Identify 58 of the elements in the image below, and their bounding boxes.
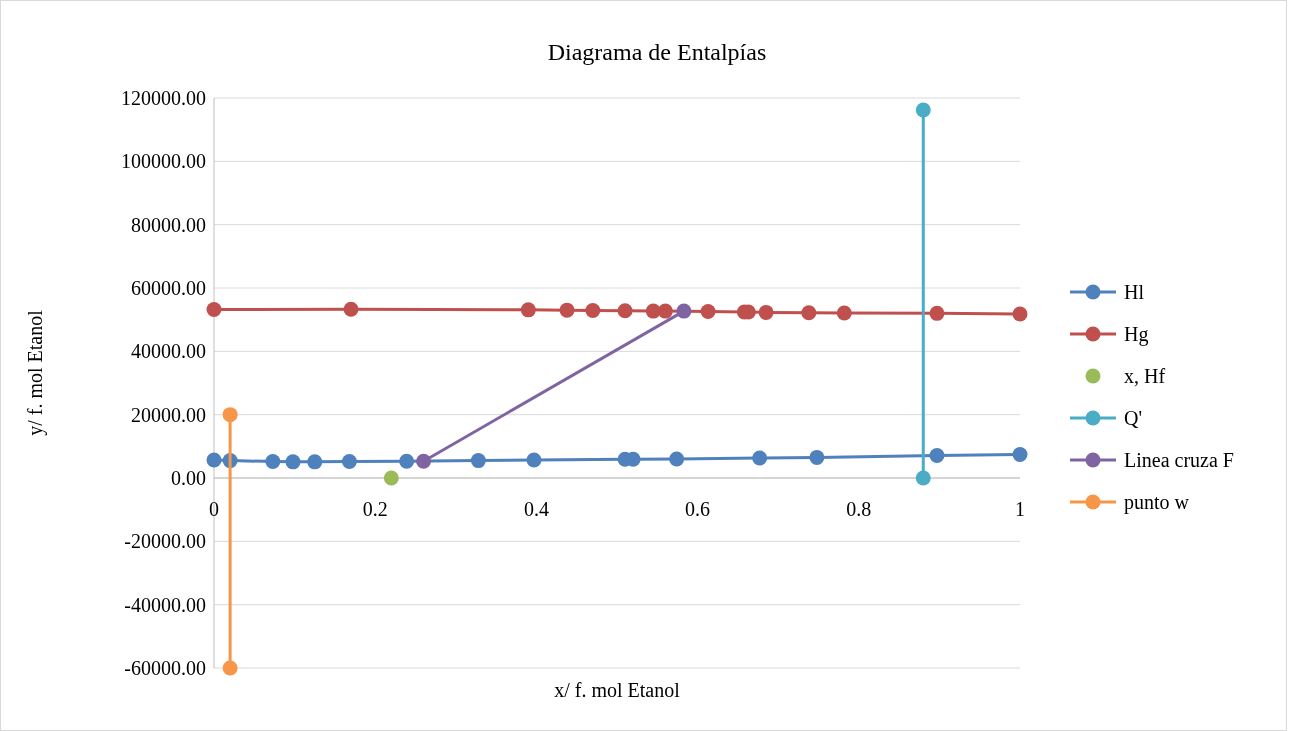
- chart-title: Diagrama de Entalpías: [547, 39, 767, 65]
- y-tick-label: 40000.00: [131, 340, 206, 363]
- legend-label: x, Hf: [1124, 365, 1166, 387]
- point: [222, 660, 238, 676]
- point: [265, 454, 281, 470]
- point: [836, 305, 852, 321]
- x-tick-label: 0.4: [523, 498, 549, 520]
- point: [758, 304, 774, 320]
- legend-label: punto w: [1124, 491, 1190, 514]
- point: [915, 102, 931, 118]
- y-tick-label: -60000.00: [124, 657, 206, 679]
- point: [752, 450, 768, 466]
- point: [416, 453, 432, 469]
- point: [206, 452, 222, 468]
- y-tick-label: 120000.00: [121, 87, 206, 109]
- x-tick-label: 0: [209, 498, 219, 520]
- x-tick-label: 0.8: [846, 498, 872, 520]
- point: [399, 453, 415, 469]
- point: [657, 303, 673, 319]
- y-tick-label: 60000.00: [131, 277, 206, 299]
- point: [915, 470, 931, 486]
- y-tick-label: -20000.00: [124, 530, 206, 553]
- point: [520, 302, 536, 318]
- point: [285, 454, 301, 470]
- legend-label: Linea cruza F: [1124, 449, 1234, 471]
- point: [222, 407, 238, 423]
- point: [1012, 306, 1028, 322]
- point: [383, 470, 399, 486]
- point: [801, 305, 817, 321]
- y-tick-label: -40000.00: [124, 593, 206, 616]
- x-tick-label: 1: [1015, 498, 1025, 520]
- point: [343, 301, 359, 317]
- point: [526, 452, 542, 468]
- legend-label: Q': [1124, 407, 1143, 429]
- point: [559, 302, 575, 318]
- point: [206, 302, 222, 318]
- legend-label: Hl: [1124, 281, 1145, 303]
- y-tick-label: 80000.00: [131, 213, 206, 236]
- point: [1012, 447, 1028, 463]
- point: [700, 303, 716, 319]
- point: [929, 305, 945, 321]
- point: [929, 448, 945, 464]
- point: [307, 454, 323, 470]
- point: [470, 453, 486, 469]
- y-axis-title: y/ f. mol Etanol: [24, 309, 47, 436]
- point: [617, 303, 633, 319]
- point: [809, 449, 825, 465]
- x-tick-label: 0.2: [362, 498, 388, 520]
- point: [676, 303, 692, 319]
- point: [585, 302, 601, 318]
- point: [669, 451, 685, 467]
- y-tick-label: 20000.00: [131, 403, 206, 426]
- x-axis-title: x/ f. mol Etanol: [554, 679, 681, 701]
- x-tick-label: 0.6: [685, 498, 711, 520]
- legend-label: Hg: [1124, 323, 1149, 346]
- y-tick-label: 100000.00: [121, 150, 206, 173]
- point: [341, 454, 357, 470]
- y-tick-label: 0.00: [171, 467, 206, 489]
